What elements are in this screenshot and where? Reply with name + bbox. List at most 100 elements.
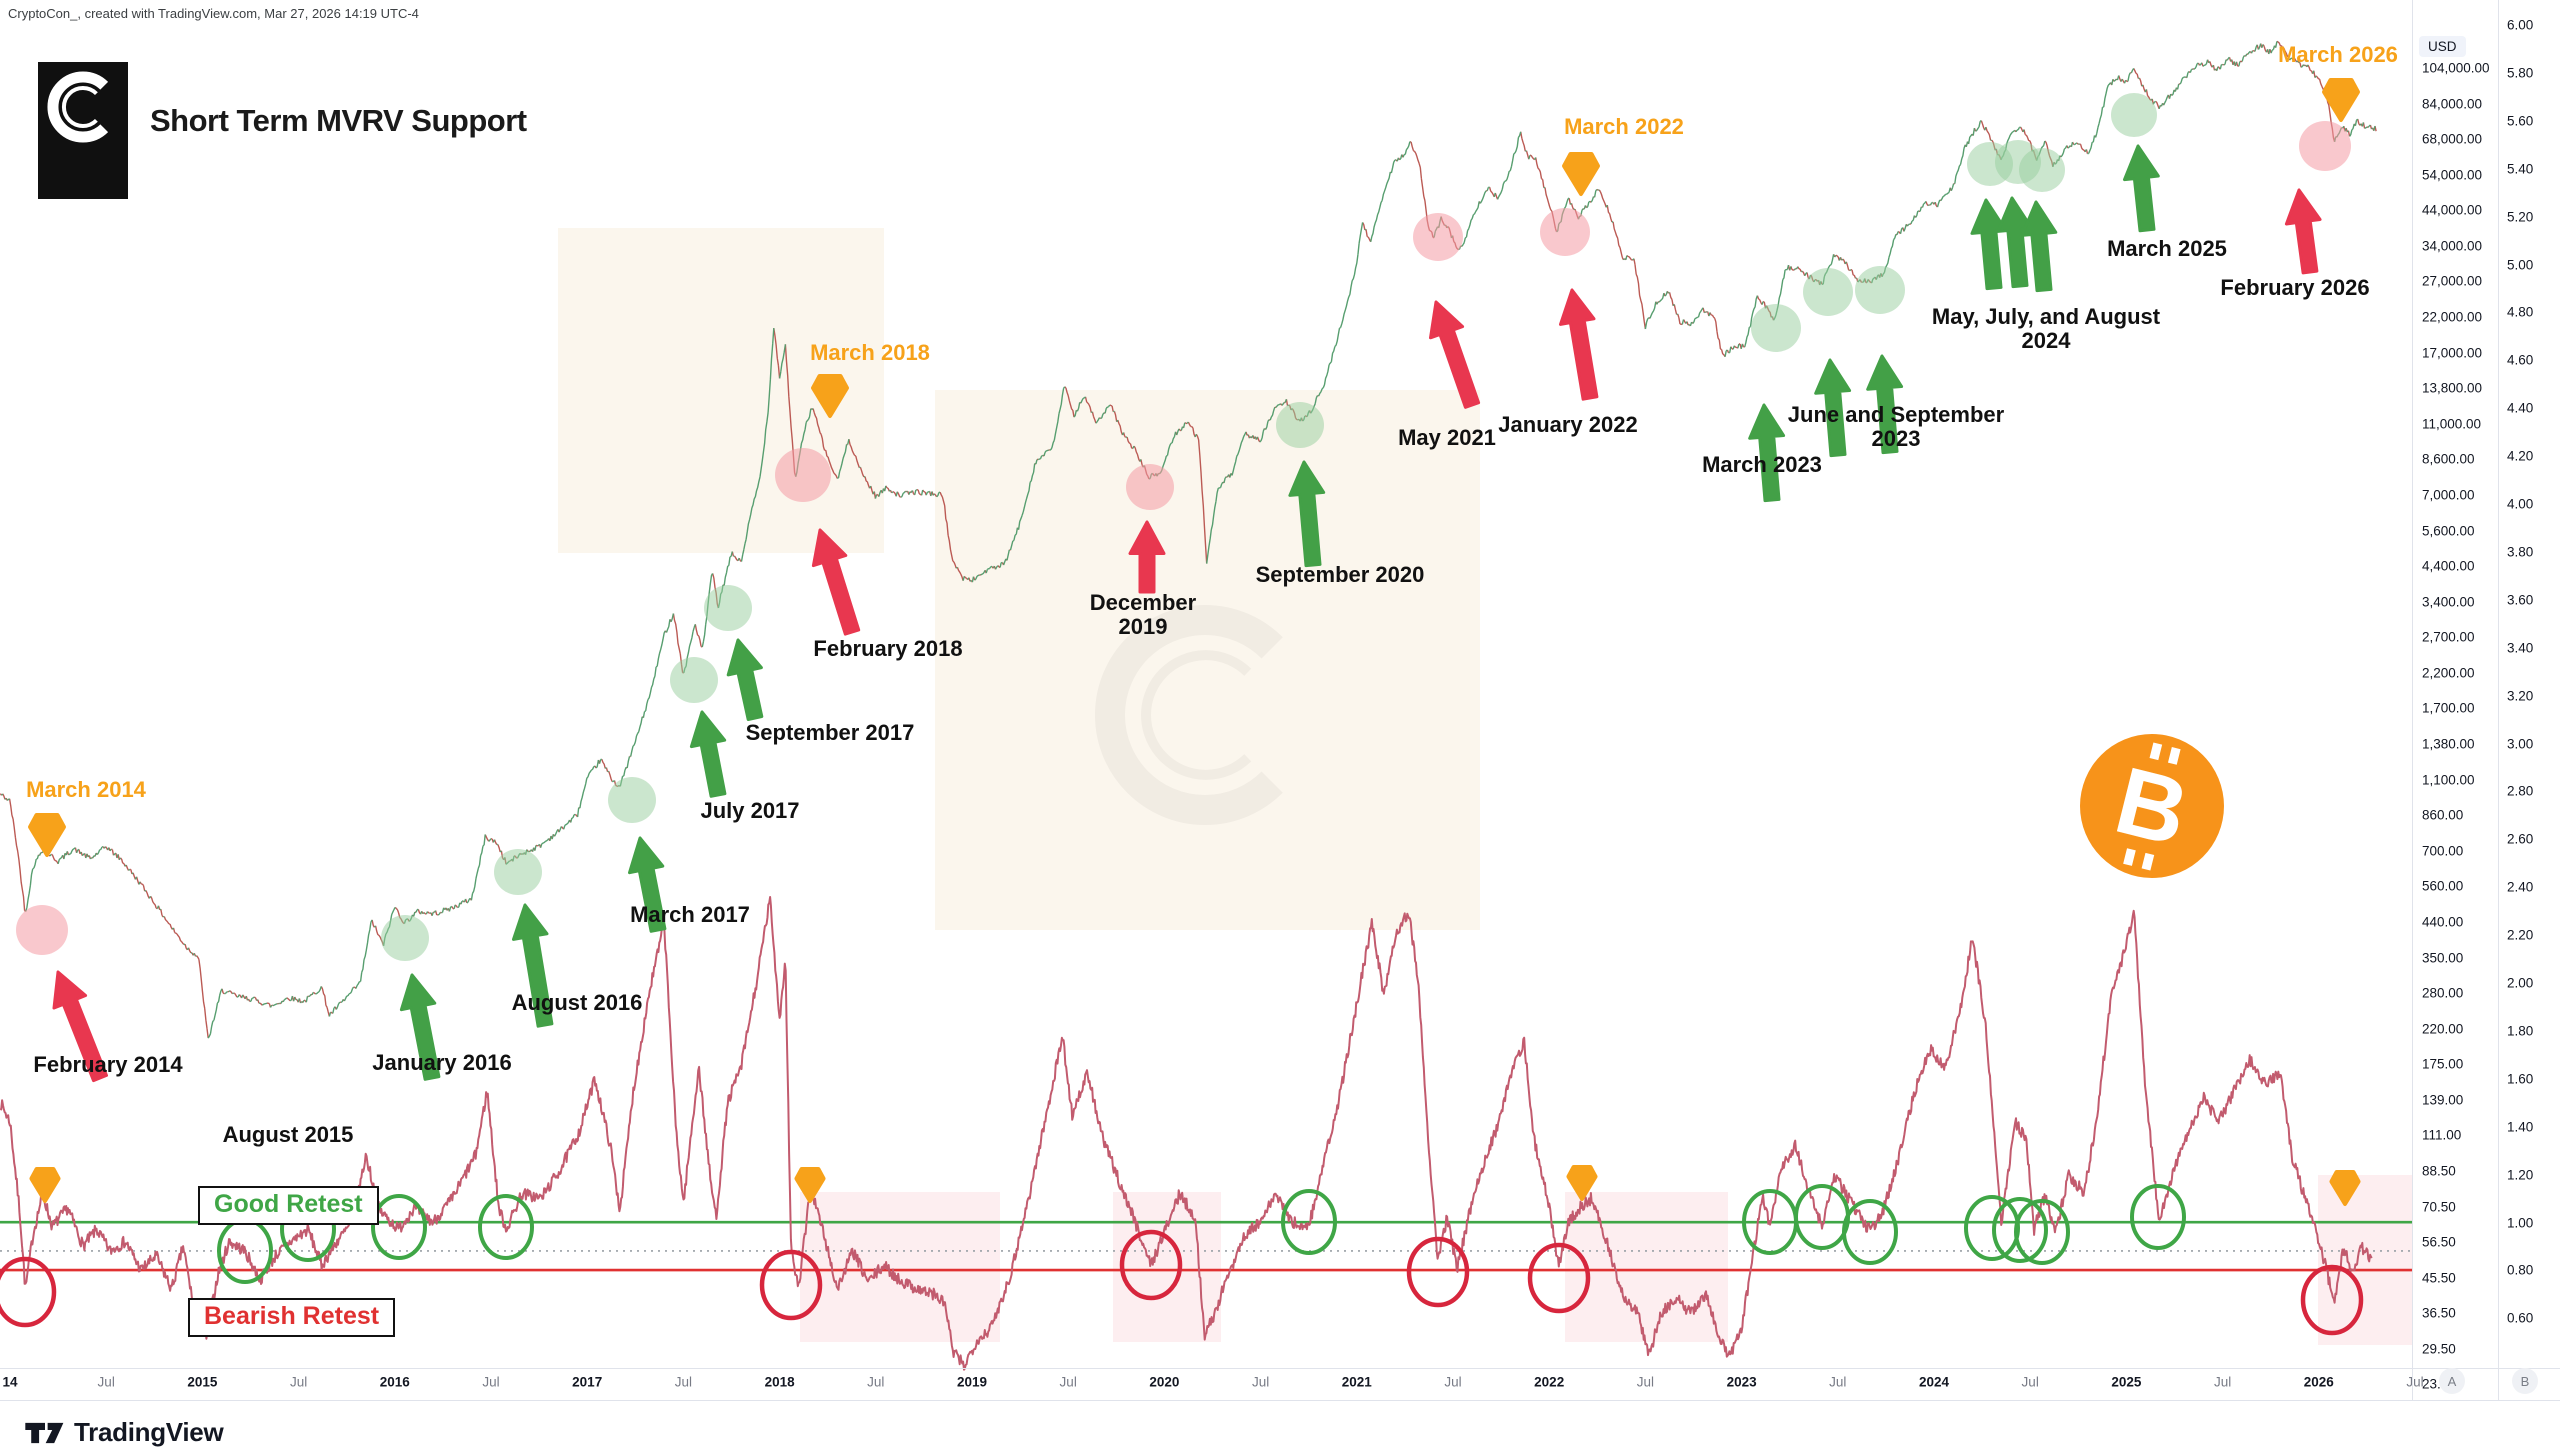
price-axis-label[interactable]: 70.50 [2422,1199,2456,1215]
time-axis-label[interactable]: 2021 [1341,1374,1372,1390]
good-highlight-circle [2111,93,2157,137]
time-axis-label[interactable]: 2015 [187,1374,218,1390]
time-axis-label[interactable]: Jul [2406,1374,2424,1390]
event-label-orange: March 2022 [1564,114,1684,139]
mvrv-axis-label[interactable]: 3.20 [2507,688,2534,704]
price-axis-label[interactable]: 29.50 [2422,1341,2456,1357]
mvrv-axis-label[interactable]: 3.00 [2507,736,2534,751]
price-axis-label[interactable]: 2,200.00 [2422,665,2475,681]
mvrv-axis-label[interactable]: 4.00 [2507,496,2534,512]
price-axis-label[interactable]: 36.50 [2422,1305,2456,1321]
mvrv-axis-label[interactable]: 6.00 [2507,17,2534,33]
mvrv-axis-label[interactable]: 4.40 [2507,400,2534,416]
time-axis-label[interactable]: 2025 [2111,1374,2142,1390]
mvrv-axis-label[interactable]: 4.80 [2507,304,2534,320]
price-axis-label[interactable]: 860.00 [2422,807,2464,823]
price-axis-label[interactable]: 44,000.00 [2422,202,2483,218]
time-axis-label[interactable]: 2024 [1918,1374,1950,1390]
mvrv-axis-label[interactable]: 5.00 [2507,257,2534,272]
time-axis-label[interactable]: 2016 [379,1374,410,1390]
time-axis-label[interactable]: Jul [2021,1374,2039,1390]
price-axis-label[interactable]: 22,000.00 [2422,309,2483,325]
scale-b-badge[interactable]: B [2512,1368,2538,1394]
price-axis-label[interactable]: 13,800.00 [2422,380,2483,396]
price-axis-label[interactable]: 17,000.00 [2422,345,2483,361]
good-highlight-circle [2019,148,2065,192]
mvrv-axis-label[interactable]: 2.60 [2507,831,2534,847]
price-axis-label[interactable]: 54,000.00 [2422,167,2483,183]
time-axis-label[interactable]: 2018 [764,1374,795,1390]
time-axis-label[interactable]: Jul [289,1374,308,1390]
mvrv-axis-label[interactable]: 1.80 [2507,1023,2534,1039]
green-arrow-icon [726,638,764,721]
scale-a-badge[interactable]: A [2439,1368,2465,1394]
price-axis-label[interactable]: 1,700.00 [2422,700,2475,716]
price-axis-label[interactable]: 350.00 [2422,950,2464,965]
time-axis-label[interactable]: 14 [2,1374,18,1390]
time-axis-label[interactable]: Jul [1251,1374,1270,1390]
price-axis-label[interactable]: 220.00 [2422,1021,2464,1037]
time-axis-label[interactable]: Jul [867,1374,885,1390]
time-axis-label[interactable]: Jul [1059,1374,1077,1390]
price-axis-label[interactable]: 1,380.00 [2422,736,2475,752]
price-axis-label[interactable]: 88.50 [2422,1163,2456,1179]
price-axis-label[interactable]: 700.00 [2422,843,2464,859]
time-axis-label[interactable]: Jul [1444,1374,1462,1390]
time-axis-label[interactable]: Jul [97,1374,115,1390]
price-axis-label[interactable]: 104,000.00 [2422,60,2490,76]
price-axis-label[interactable]: 8,600.00 [2422,451,2475,467]
pink-band [1113,1192,1221,1342]
time-axis-label[interactable]: 2020 [1149,1374,1180,1390]
time-axis-label[interactable]: Jul [482,1374,500,1390]
mvrv-axis-label[interactable]: 5.60 [2507,113,2534,129]
mvrv-axis-label[interactable]: 0.80 [2507,1262,2534,1278]
time-axis-label[interactable]: Jul [1829,1374,1847,1390]
price-axis-label[interactable]: 111.00 [2422,1127,2462,1143]
mvrv-axis-label[interactable]: 2.40 [2507,879,2534,895]
price-axis-label[interactable]: 56.50 [2422,1234,2456,1250]
mvrv-axis-label[interactable]: 4.60 [2507,352,2534,368]
price-axis-label[interactable]: 175.00 [2422,1056,2464,1072]
mvrv-axis-label[interactable]: 4.20 [2507,448,2534,464]
price-axis-label[interactable]: 84,000.00 [2422,96,2483,112]
mvrv-axis-label[interactable]: 1.20 [2507,1167,2534,1183]
price-axis-label[interactable]: 11,000.00 [2422,416,2482,432]
mvrv-axis-label[interactable]: 5.80 [2507,65,2534,81]
price-scale-currency[interactable]: USD [2419,36,2466,57]
price-axis-label[interactable]: 280.00 [2422,985,2464,1001]
price-axis-label[interactable]: 68,000.00 [2422,131,2483,147]
mvrv-axis-label[interactable]: 1.00 [2507,1215,2534,1230]
mvrv-axis-label[interactable]: 5.20 [2507,209,2534,225]
price-axis-label[interactable]: 1,100.00 [2422,772,2475,788]
price-axis-label[interactable]: 3,400.00 [2422,594,2475,610]
time-axis-label[interactable]: 2019 [956,1374,988,1390]
price-axis-label[interactable]: 4,400.00 [2422,558,2475,574]
mvrv-axis-label[interactable]: 3.80 [2507,544,2534,560]
mvrv-axis-label[interactable]: 2.20 [2507,927,2534,943]
mvrv-axis-label[interactable]: 0.60 [2507,1310,2534,1326]
time-axis-label[interactable]: 2017 [572,1374,603,1390]
mvrv-axis-label[interactable]: 2.80 [2507,783,2534,799]
mvrv-axis-label[interactable]: 3.40 [2507,640,2534,656]
price-axis-label[interactable]: 45.50 [2422,1270,2456,1286]
price-axis-label[interactable]: 2,700.00 [2422,629,2475,645]
mvrv-axis-label[interactable]: 5.40 [2507,161,2534,177]
price-axis-label[interactable]: 139.00 [2422,1092,2464,1108]
time-axis-label[interactable]: Jul [1636,1374,1655,1390]
time-axis-label[interactable]: 2022 [1534,1374,1565,1390]
mvrv-axis-label[interactable]: 1.60 [2507,1071,2534,1087]
time-axis-label[interactable]: 2026 [2303,1374,2334,1390]
price-axis-label[interactable]: 34,000.00 [2422,238,2483,254]
price-axis-label[interactable]: 27,000.00 [2422,273,2483,289]
mvrv-axis-label[interactable]: 1.40 [2507,1119,2534,1135]
mvrv-axis-label[interactable]: 3.60 [2507,592,2534,608]
price-axis-label[interactable]: 5,600.00 [2422,523,2475,539]
price-axis-label[interactable]: 440.00 [2422,914,2464,930]
time-axis-label[interactable]: 2023 [1726,1374,1757,1390]
time-axis-label[interactable]: Jul [674,1374,693,1390]
time-axis-label[interactable]: Jul [2213,1374,2232,1390]
mvrv-axis-label[interactable]: 2.00 [2507,975,2534,991]
price-axis-label[interactable]: 560.00 [2422,878,2464,894]
price-axis-label[interactable]: 7,000.00 [2422,487,2475,503]
